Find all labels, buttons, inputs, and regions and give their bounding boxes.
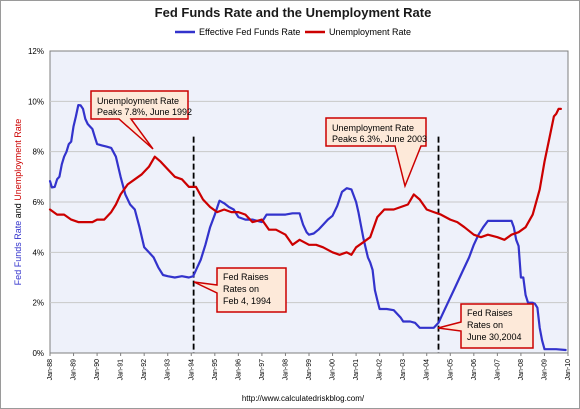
- source-url: http://www.calculatedriskblog.com/: [242, 394, 365, 403]
- x-axis-ticks: Jan-88 Jan-89 Jan-90 Jan-91 Jan-92 Jan-93 Jan-…: [47, 353, 572, 380]
- x-tick-label: Jan-06: [471, 359, 478, 381]
- series-line-unemployment-rate: [48, 107, 563, 256]
- event-lines: [192, 136, 440, 353]
- y-tick-label: 8%: [32, 148, 44, 157]
- x-tick-label: Jan-96: [235, 359, 242, 381]
- y-tick-label: 4%: [32, 248, 44, 257]
- x-tick-label: Jan-90: [94, 359, 101, 381]
- x-tick-label: Jan-91: [118, 359, 125, 381]
- annotation-unemp-1992: Unemployment Rate Peaks 7.8%, June 1992: [90, 90, 192, 150]
- chart-title: Fed Funds Rate and the Unemployment Rate: [155, 5, 432, 20]
- y-tick-label: 10%: [28, 97, 44, 106]
- annotation-unemp-1992-line1: Unemployment Rate: [97, 96, 179, 106]
- x-tick-label: Jan-03: [400, 359, 407, 381]
- series-line-fed-funds-rate: [48, 103, 567, 352]
- series-layer: [48, 103, 567, 352]
- y-axis-ticks: 0% 2% 4% 6% 8% 10% 12%: [28, 47, 44, 358]
- annotation-fed-1994-line1: Fed Raises: [223, 272, 269, 282]
- x-tick-label: Jan-94: [188, 359, 195, 381]
- y-tick-label: 2%: [32, 299, 44, 308]
- x-tick-label: Jan-99: [306, 359, 313, 381]
- annotation-fed-1994-line2: Rates on: [223, 284, 259, 294]
- annotation-unemp-2003-line2: Peaks 6.3%, June 2003: [332, 134, 427, 144]
- x-tick-label: Jan-89: [71, 359, 78, 381]
- x-tick-label: Jan-88: [47, 359, 54, 381]
- x-tick-label: Jan-93: [165, 359, 172, 381]
- annotation-fed-2004-line3: June 30,2004: [467, 332, 522, 342]
- x-tick-label: Jan-98: [282, 359, 289, 381]
- y-axis-label-part: Fed Funds Rate: [13, 221, 23, 286]
- x-tick-label: Jan-97: [259, 359, 266, 381]
- annotation-fed-2004-line2: Rates on: [467, 320, 503, 330]
- annotation-unemp-1992-line2: Peaks 7.8%, June 1992: [97, 107, 192, 117]
- annotation-unemp-2003-line1: Unemployment Rate: [332, 123, 414, 133]
- legend-label-fed: Effective Fed Funds Rate: [199, 27, 300, 37]
- x-tick-label: Jan-04: [424, 359, 431, 381]
- gridlines: [50, 100, 568, 304]
- x-tick-label: Jan-09: [541, 359, 548, 381]
- y-axis-label: Fed Funds Rate and Unemployment Rate: [13, 119, 23, 286]
- annotation-fed-1994: Fed Raises Rates on Feb 4, 1994: [193, 267, 287, 313]
- y-tick-label: 0%: [32, 349, 44, 358]
- x-tick-label: Jan-01: [353, 359, 360, 381]
- legend-label-unemp: Unemployment Rate: [329, 27, 411, 37]
- y-axis-label-part: and: [13, 201, 23, 221]
- x-tick-label: Jan-07: [494, 359, 501, 381]
- x-tick-label: Jan-92: [141, 359, 148, 381]
- x-tick-label: Jan-05: [447, 359, 454, 381]
- x-tick-label: Jan-10: [565, 359, 572, 381]
- annotation-fed-2004: Fed Raises Rates on June 30,2004: [437, 303, 534, 349]
- annotation-unemp-2003: Unemployment Rate Peaks 6.3%, June 2003: [325, 117, 427, 189]
- y-axis-label-part: Unemployment Rate: [13, 119, 23, 201]
- legend: Effective Fed Funds Rate Unemployment Ra…: [175, 27, 411, 37]
- x-tick-label: Jan-02: [377, 359, 384, 381]
- annotation-fed-1994-line3: Feb 4, 1994: [223, 296, 271, 306]
- x-tick-label: Jan-08: [518, 359, 525, 381]
- x-tick-label: Jan-95: [212, 359, 219, 381]
- annotation-fed-2004-line1: Fed Raises: [467, 308, 513, 318]
- y-tick-label: 12%: [28, 47, 44, 56]
- x-tick-label: Jan-00: [330, 359, 337, 381]
- y-tick-label: 6%: [32, 198, 44, 207]
